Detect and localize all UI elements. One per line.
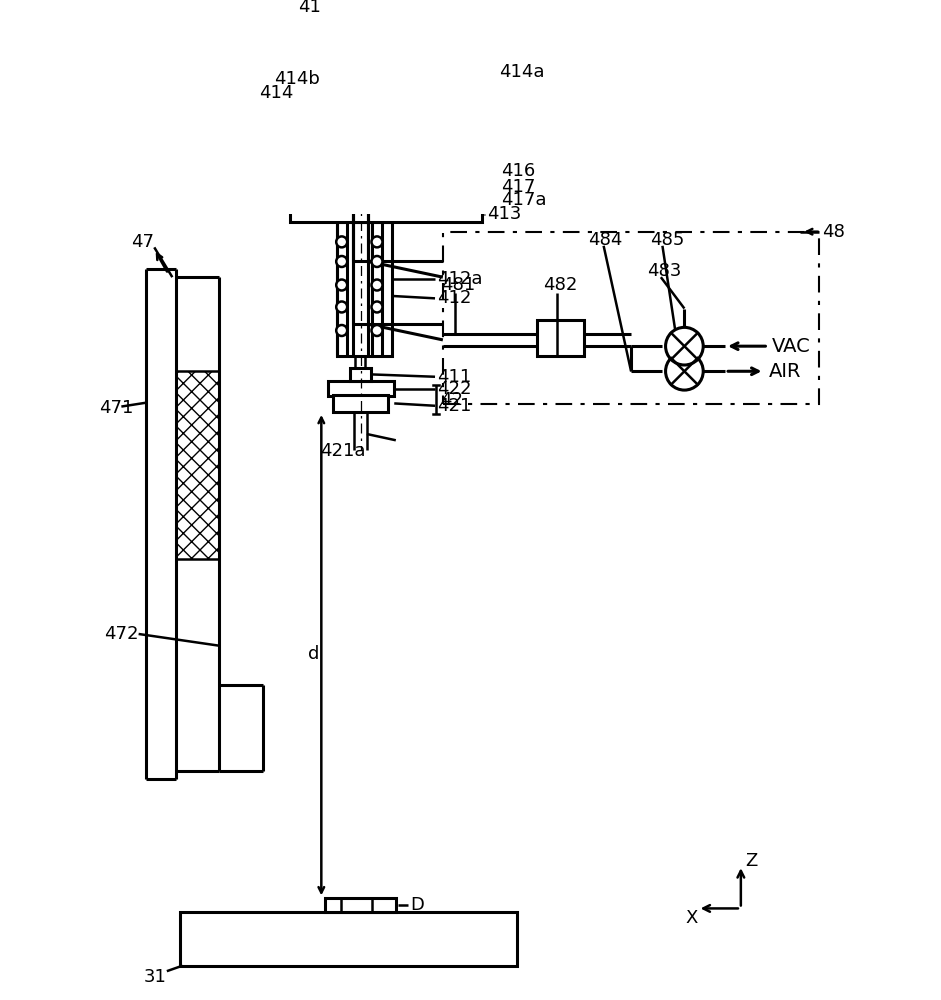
Text: 47: 47 (131, 233, 153, 251)
Circle shape (372, 301, 382, 312)
Text: 421a: 421a (320, 442, 365, 460)
Bar (349, 368, 371, 381)
Text: 413: 413 (486, 205, 521, 223)
Bar (333, 395, 388, 412)
Text: D: D (410, 896, 423, 914)
Text: 48: 48 (822, 223, 845, 241)
Text: Z: Z (745, 852, 758, 870)
Circle shape (336, 236, 347, 247)
Text: X: X (686, 909, 698, 927)
Bar (391, 127, 467, 205)
Bar (180, 912, 518, 966)
Text: 414b: 414b (274, 70, 320, 88)
Text: d: d (308, 645, 319, 663)
Text: 484: 484 (588, 231, 622, 249)
Text: 417a: 417a (501, 191, 547, 209)
Text: 421: 421 (438, 397, 471, 415)
Text: 411: 411 (438, 368, 471, 386)
Bar (351, 47, 370, 58)
Text: 31: 31 (143, 968, 167, 986)
Text: AIR: AIR (769, 362, 802, 381)
Text: 422: 422 (438, 380, 471, 398)
Bar (537, 320, 584, 356)
Text: 483: 483 (646, 262, 681, 280)
Bar (327, 381, 394, 396)
Bar (291, 127, 366, 205)
Bar (443, 232, 820, 404)
Circle shape (372, 280, 382, 291)
Text: 414: 414 (259, 84, 293, 102)
Circle shape (372, 236, 382, 247)
Text: 472: 472 (104, 625, 138, 643)
Circle shape (336, 280, 347, 291)
Circle shape (336, 256, 347, 267)
Text: 481: 481 (441, 276, 475, 294)
Bar (326, 898, 396, 912)
Bar (176, 371, 219, 559)
Text: 485: 485 (650, 231, 684, 249)
Circle shape (665, 327, 703, 365)
Circle shape (372, 325, 382, 336)
Text: 412: 412 (438, 289, 471, 307)
Text: 417: 417 (501, 178, 535, 196)
Circle shape (372, 256, 382, 267)
Text: VAC: VAC (773, 337, 811, 356)
Circle shape (665, 352, 703, 390)
Circle shape (336, 301, 347, 312)
Bar (337, 222, 391, 356)
Text: 482: 482 (543, 276, 578, 294)
Text: 414a: 414a (500, 63, 545, 81)
Bar (291, 109, 467, 127)
Text: 412a: 412a (438, 270, 483, 288)
Circle shape (336, 325, 347, 336)
Bar (423, 58, 462, 167)
Text: 416: 416 (501, 162, 535, 180)
Text: 41: 41 (297, 0, 321, 16)
Text: 42: 42 (439, 391, 463, 409)
Bar (290, 205, 482, 222)
Text: 471: 471 (100, 399, 134, 417)
